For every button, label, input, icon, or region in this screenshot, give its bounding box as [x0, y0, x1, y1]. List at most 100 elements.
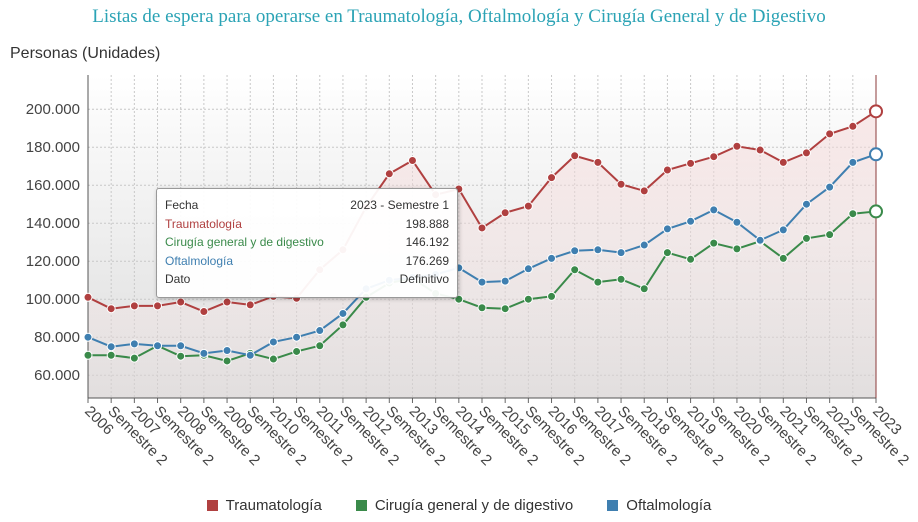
data-point [384, 169, 394, 179]
series-area-traumatologia [88, 111, 876, 398]
chart-title: Listas de espera para operarse en Trauma… [92, 6, 826, 27]
data-point [709, 205, 719, 215]
data-point [778, 253, 788, 263]
tooltip-label: Dato [165, 272, 191, 286]
data-point [129, 301, 139, 311]
data-point [523, 264, 533, 274]
data-point [801, 148, 811, 158]
y-tick-label: 140.000 [26, 215, 80, 232]
data-point [222, 356, 232, 366]
data-point [338, 320, 348, 330]
data-point [547, 173, 557, 183]
data-point [315, 341, 325, 351]
data-point [869, 204, 883, 219]
data-point [176, 351, 186, 361]
data-point [292, 346, 302, 356]
data-point [639, 284, 649, 294]
data-point [268, 354, 278, 364]
data-point [732, 244, 742, 254]
data-point [338, 308, 348, 318]
data-point [593, 277, 603, 287]
tooltip-row-traumatologia: Traumatología 198.888 [165, 217, 449, 236]
y-axis-label: Personas (Unidades) [10, 45, 161, 62]
data-point [686, 254, 696, 264]
data-point [83, 332, 93, 342]
y-tick-labels: 60.000 80.000 100.000 120.000 140.000 160.000… [26, 101, 80, 384]
data-point [825, 129, 835, 139]
data-point [869, 147, 883, 162]
data-point [153, 301, 163, 311]
data-point [500, 304, 510, 314]
data-point [869, 104, 883, 119]
y-tick-label: 100.000 [26, 291, 80, 308]
data-point [778, 225, 788, 235]
data-point [570, 246, 580, 256]
data-point [639, 186, 649, 196]
y-tick-label: 200.000 [26, 101, 80, 118]
data-point [106, 342, 116, 352]
legend-item-traumatologia[interactable]: Traumatología [206, 497, 322, 514]
data-point [848, 157, 858, 167]
legend-swatch [355, 500, 367, 511]
y-tick-label: 160.000 [26, 177, 80, 194]
tooltip-value: 146.192 [405, 235, 449, 249]
data-point [477, 223, 487, 233]
tooltip-label: Cirugía general y de digestivo [165, 235, 324, 249]
data-point [222, 346, 232, 355]
data-point [83, 292, 93, 302]
data-point [709, 238, 719, 248]
tooltip-label: Traumatología [165, 216, 242, 231]
data-point [709, 152, 719, 162]
tooltip-row-oftalmologia: Oftalmología 176.269 [165, 254, 449, 273]
tooltip-value: 198.888 [405, 216, 449, 231]
legend-label: Traumatología [225, 497, 322, 514]
data-point [268, 337, 278, 347]
legend-item-oftalmologia[interactable]: Oftalmología [607, 497, 711, 514]
data-point [477, 303, 487, 313]
tooltip-value: Definitivo [399, 272, 449, 286]
tooltip-row-fecha: Fecha 2023 - Semestre 1 [165, 198, 449, 217]
data-point [407, 156, 417, 165]
data-point [129, 353, 139, 363]
data-point [848, 121, 858, 131]
data-point [199, 307, 209, 317]
data-point [500, 208, 510, 218]
data-point [570, 151, 580, 161]
legend-label: Oftalmología [626, 497, 712, 514]
legend-swatch [206, 500, 218, 511]
data-point [801, 199, 811, 209]
y-tick-label: 80.000 [34, 329, 80, 346]
data-point [686, 158, 696, 168]
data-point [523, 201, 533, 211]
data-point [83, 350, 93, 360]
data-point [593, 245, 603, 255]
data-point [848, 209, 858, 219]
y-tick-label: 180.000 [26, 139, 80, 156]
data-point [547, 253, 557, 263]
data-point [616, 274, 626, 284]
data-point [686, 216, 696, 226]
data-point [662, 165, 672, 175]
data-tooltip: Fecha 2023 - Semestre 1 Traumatología 19… [156, 188, 458, 298]
data-point [245, 350, 255, 360]
data-point [616, 179, 626, 189]
y-tick-label: 60.000 [34, 367, 80, 384]
data-point [106, 350, 116, 360]
legend-item-cirugia[interactable]: Cirugía general y de digestivo [355, 497, 573, 514]
tooltip-value: 2023 - Semestre 1 [350, 198, 449, 212]
data-point [616, 248, 626, 258]
data-point [593, 157, 603, 167]
chart-legend: Traumatología Cirugía general y de diges… [0, 497, 918, 514]
data-point [500, 276, 510, 286]
axes [87, 75, 877, 403]
data-point [106, 304, 116, 314]
data-point [176, 341, 186, 351]
data-point [570, 265, 580, 275]
data-point [732, 141, 742, 151]
data-point [222, 297, 232, 307]
data-point [755, 145, 765, 155]
data-point [755, 235, 765, 245]
data-point [199, 348, 209, 358]
tooltip-value: 176.269 [405, 253, 449, 268]
